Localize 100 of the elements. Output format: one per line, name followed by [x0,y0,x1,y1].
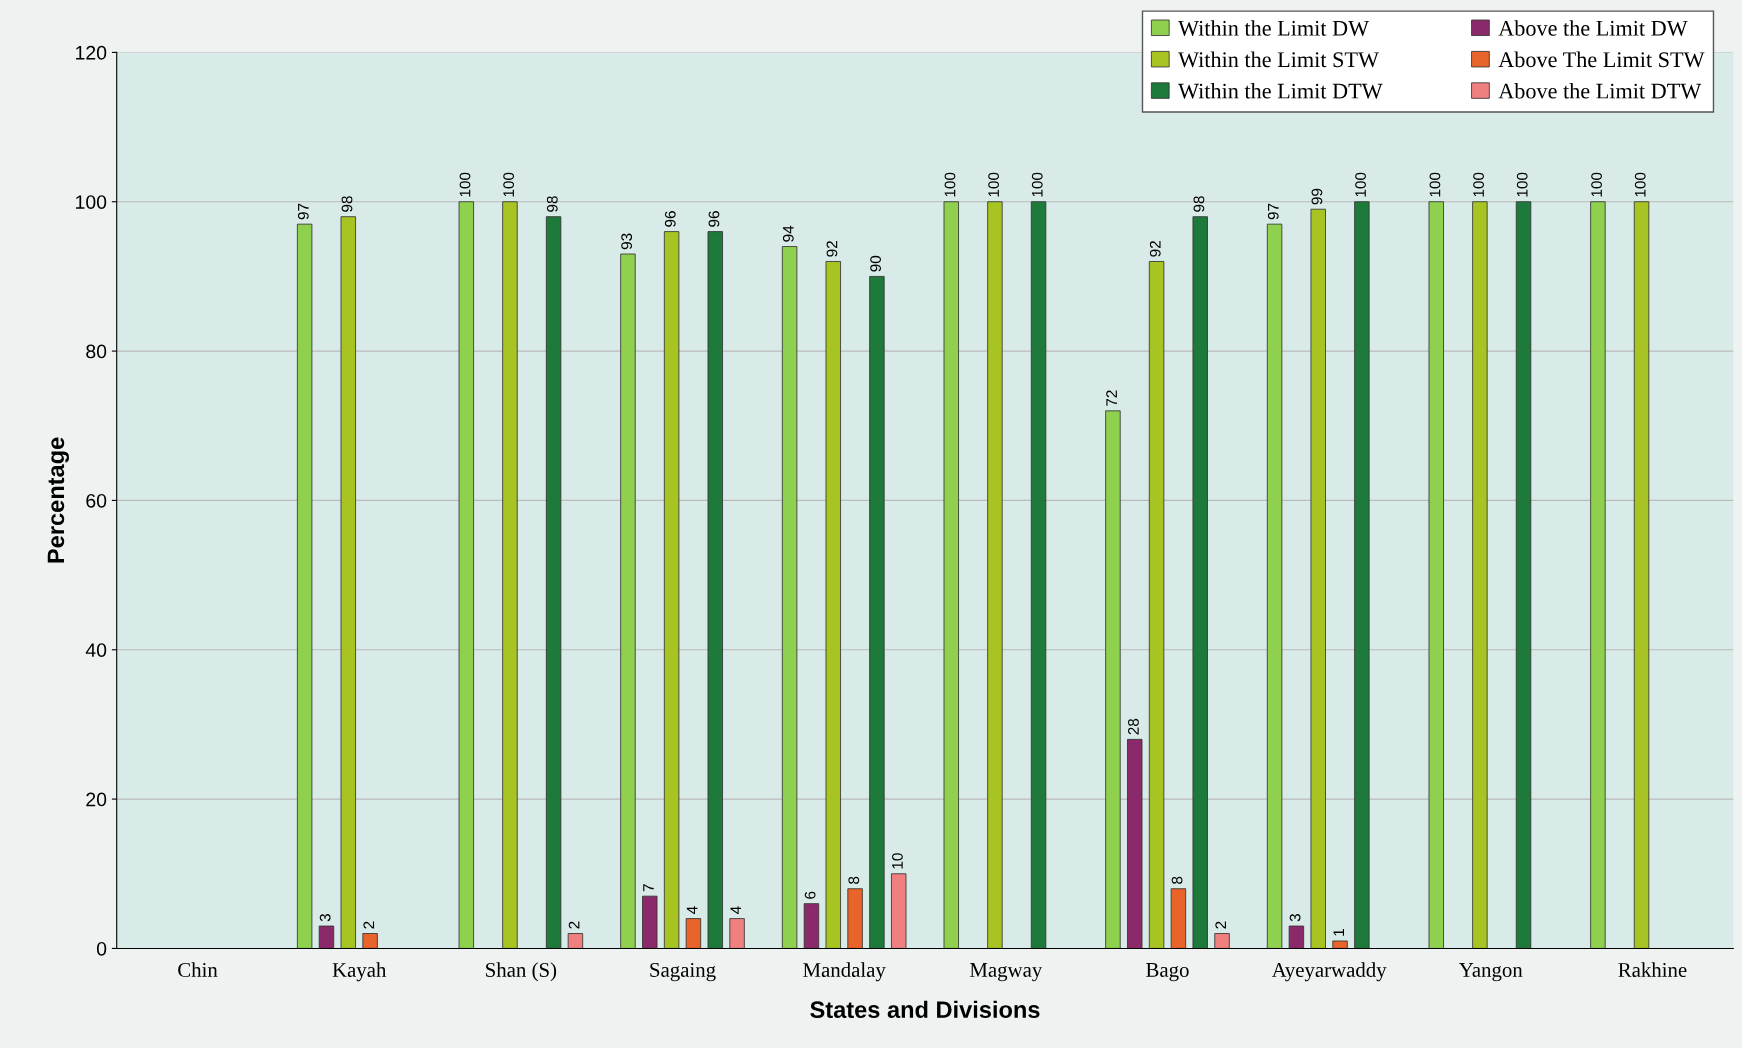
x-tick-label: Bago [1146,963,1189,982]
data-label: 98 [546,196,558,212]
data-label: 100 [1516,172,1528,197]
data-label: 3 [1289,914,1301,922]
bar [1633,201,1650,949]
data-label: 72 [1106,390,1117,406]
y-tick-label: 20 [86,792,107,807]
bar [1214,933,1230,949]
x-tick-label: Shan (S) [486,962,557,982]
data-label: 98 [1193,196,1205,212]
bar [1030,201,1047,949]
bar [1192,216,1208,949]
y-tick-label: 120 [76,45,107,60]
data-label: 90 [870,255,882,272]
legend-label: Above the Limit DW [1498,20,1688,36]
data-label: 97 [1267,203,1279,220]
data-label: 100 [1473,172,1484,197]
bar [1332,940,1348,949]
bar [1354,201,1370,949]
bar [1472,201,1488,949]
data-label: 92 [826,241,838,257]
y-tick-label: 80 [86,344,107,359]
bar [1266,223,1283,949]
bar [663,231,680,949]
bar [729,918,745,949]
data-label: 4 [686,906,698,915]
data-label: 2 [1215,921,1226,929]
data-label: 93 [621,233,633,250]
x-tick-label: Ayeyarwaddy [1271,962,1387,982]
bar [1428,201,1444,949]
bar [318,925,335,949]
data-label: 100 [1031,172,1043,197]
bar [825,261,841,949]
data-label: 100 [459,172,471,197]
data-label: 4 [730,906,742,915]
bar [642,895,658,949]
legend-label: Within the Limit DTW [1178,82,1383,99]
data-label: 2 [363,921,375,929]
data-label: 94 [782,225,794,242]
bar [567,933,584,949]
y-tick-label: 40 [85,643,107,657]
bar [891,873,907,949]
data-label: 10 [892,853,903,869]
bar [340,216,356,949]
bar [803,903,820,949]
bar [620,253,636,949]
y-tick-label: 60 [86,493,107,508]
bar [1127,738,1143,949]
bar [781,246,798,949]
data-label: 100 [1355,172,1366,197]
bar [943,201,959,949]
bar [1148,261,1165,949]
data-label: 6 [804,891,816,899]
y-axis-title: Percentage [47,437,69,563]
bar [362,933,378,949]
x-tick-label: Mandalay [803,962,886,982]
data-label: 100 [944,172,956,197]
legend-label: Within the Limit DW [1178,20,1370,36]
data-label: 96 [708,211,720,227]
x-tick-label: Magway [969,963,1043,982]
data-label: 100 [1591,172,1602,197]
legend-label: Above The Limit STW [1498,51,1705,68]
data-label: 92 [1149,241,1161,257]
data-label: 100 [1634,172,1646,197]
x-tick-label: Sagaing [650,962,716,982]
x-tick-label: Kayah [332,962,387,982]
data-label: 100 [503,172,515,197]
data-label: 7 [643,884,654,892]
bar [1515,201,1532,949]
bar [1170,888,1187,949]
bar [1310,208,1326,949]
data-label: 99 [1311,188,1323,205]
data-label: 3 [319,914,331,922]
legend-label: Within the Limit STW [1178,51,1379,68]
data-label: 97 [297,203,309,220]
data-label: 2 [568,921,580,929]
bar [869,275,885,949]
legend-label: Above the Limit DTW [1498,82,1702,99]
data-label: 100 [1429,172,1441,197]
x-axis-title: States and Divisions [810,1000,1040,1019]
data-label: 100 [988,172,1000,197]
bar [502,201,518,949]
x-tick-label: Rakhine [1618,962,1687,977]
bar [685,918,702,949]
data-label: 28 [1128,718,1139,735]
bar [545,216,562,949]
y-tick-label: 0 [96,941,107,956]
bar [458,201,474,949]
data-label: 96 [664,211,676,227]
x-tick-label: Chin [178,962,218,977]
data-label: 98 [341,196,353,212]
bar [707,231,723,949]
bar [1288,925,1305,949]
data-label: 8 [848,876,860,884]
bar [296,223,313,949]
bar [1590,201,1606,949]
y-tick-label: 100 [76,195,107,209]
data-label: 1 [1333,929,1345,936]
bar [847,888,863,949]
bar [1105,410,1121,949]
